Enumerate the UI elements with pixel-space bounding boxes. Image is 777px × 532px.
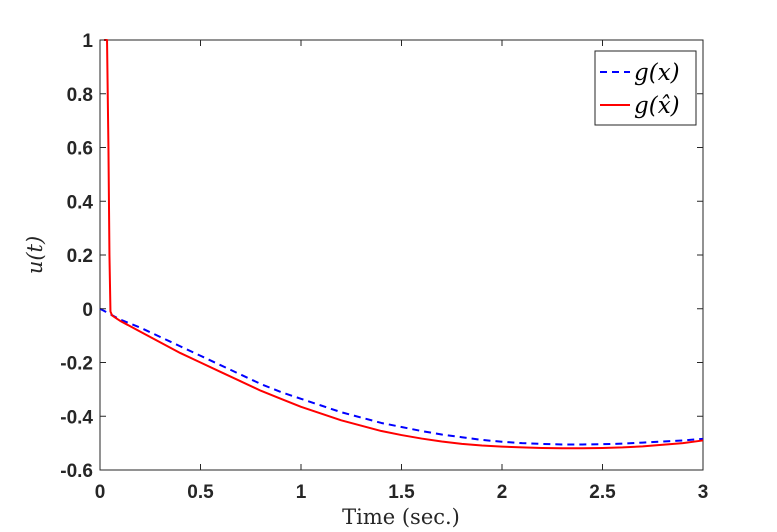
x-tick-label: 0.5 (187, 482, 214, 503)
x-tick-label: 3 (698, 482, 709, 503)
x-tick-label: 2.5 (589, 482, 616, 503)
legend-label-g-xhat: g(x̂) (634, 93, 680, 119)
legend: g(x) g(x̂) (594, 50, 697, 126)
y-tick-label: 1 (82, 31, 93, 52)
series-layer (99, 39, 704, 450)
x-tick-label: 1.5 (388, 482, 415, 503)
legend-box (594, 50, 697, 126)
x-axis-label: Time (sec.) (342, 505, 460, 529)
y-axis-label: u(t) (23, 236, 47, 274)
ticks-layer (99, 39, 704, 471)
y-tick-label: 0 (82, 300, 93, 321)
x-tick-label: 2 (497, 482, 508, 503)
y-tick-label: 0.2 (67, 246, 93, 267)
y-tick-label: 0.6 (67, 139, 93, 160)
y-tick-label: -0.2 (60, 354, 93, 375)
tick-labels-layer: 0 0.5 1 1.5 2 2.5 3 -0.6 -0.4 -0.2 0 0.2 0.4 0.6 0.8 1 (60, 31, 708, 503)
y-tick-label: 0.8 (67, 85, 93, 106)
legend-label-g-x: g(x) (634, 60, 680, 86)
series-line-0 (99, 307, 704, 446)
series-line-1 (104, 39, 704, 450)
x-tick-label: 0 (95, 482, 106, 503)
y-tick-label: -0.6 (60, 461, 93, 482)
x-tick-label: 1 (296, 482, 307, 503)
y-tick-label: -0.4 (60, 407, 93, 428)
y-tick-label: 0.4 (67, 192, 94, 213)
